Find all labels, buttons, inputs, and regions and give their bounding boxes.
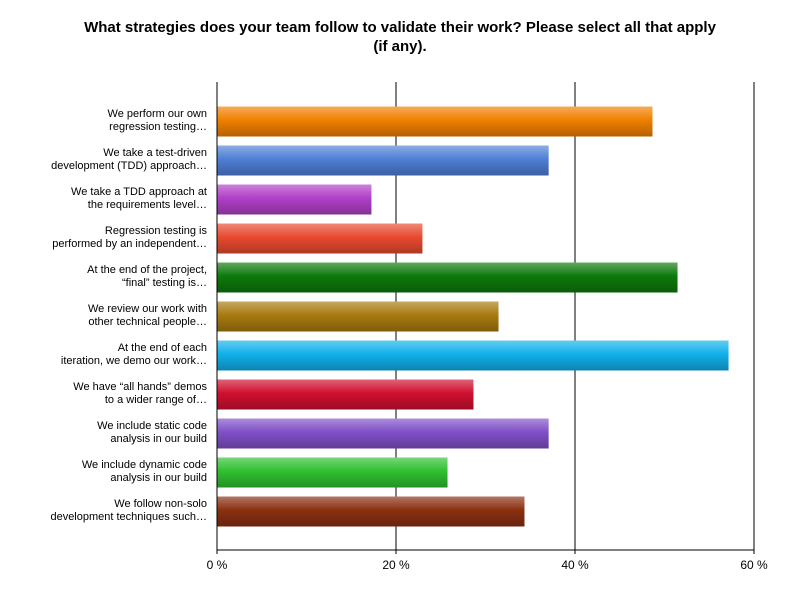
category-label: We follow non-solo development techniques… bbox=[50, 498, 207, 523]
x-tick-label: 60 % bbox=[740, 558, 768, 572]
bar bbox=[217, 496, 525, 527]
x-tick-label: 0 % bbox=[207, 558, 228, 572]
x-tick-labels: 0 % 20 % 40 % 60 % bbox=[207, 558, 768, 572]
bar bbox=[217, 457, 448, 488]
category-label: We include dynamic code analysis in our b… bbox=[82, 459, 207, 484]
category-label: We perform our own regression testing… bbox=[108, 108, 207, 133]
bar bbox=[217, 262, 678, 293]
category-label: We have “all hands” demos to a wider rang… bbox=[73, 381, 207, 406]
category-labels: We perform our own regression testing… We … bbox=[50, 108, 207, 523]
bar bbox=[217, 301, 499, 332]
bar bbox=[217, 145, 549, 176]
bar bbox=[217, 106, 653, 137]
category-label: We take a test-driven development (TDD) a… bbox=[51, 147, 207, 172]
category-label: We take a TDD approach at the requirement… bbox=[71, 186, 207, 211]
x-tick-label: 20 % bbox=[382, 558, 410, 572]
bar bbox=[217, 379, 474, 410]
bar bbox=[217, 340, 729, 371]
x-tick-label: 40 % bbox=[561, 558, 589, 572]
bar bbox=[217, 418, 549, 449]
category-label: At the end of the project, “final” testin… bbox=[87, 264, 207, 289]
bars bbox=[217, 106, 729, 527]
axes bbox=[216, 82, 755, 554]
category-label: We include static code analysis in our bu… bbox=[97, 420, 207, 445]
chart-title-line-1: What strategies does your team follow to… bbox=[84, 19, 717, 36]
category-label: At the end of each iteration, we demo our… bbox=[61, 342, 207, 367]
category-label: Regression testing is performed by an ind… bbox=[52, 225, 207, 250]
bar bbox=[217, 184, 372, 215]
bar bbox=[217, 223, 423, 254]
category-label: We review our work with other technical p… bbox=[88, 303, 207, 328]
chart-title-line-2: (if any). bbox=[373, 38, 426, 55]
